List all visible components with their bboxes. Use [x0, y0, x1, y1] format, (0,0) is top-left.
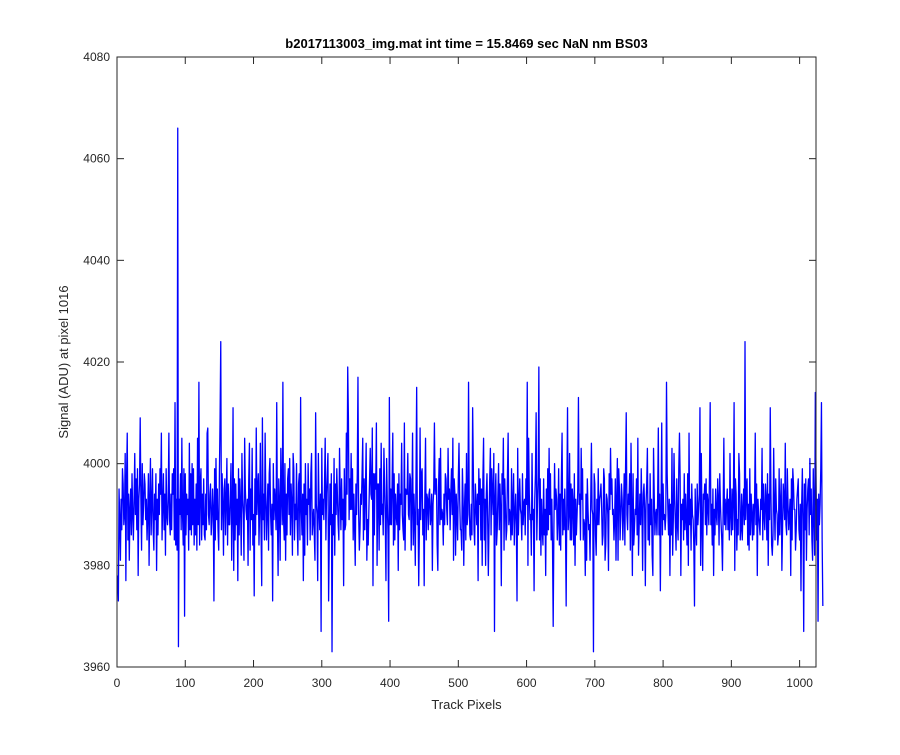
x-tick-label: 300 — [312, 676, 332, 690]
y-tick-label: 4080 — [83, 50, 110, 64]
axes-box — [116, 56, 817, 668]
x-tick-label: 1000 — [786, 676, 813, 690]
x-tick-label: 200 — [244, 676, 264, 690]
x-tick-label: 400 — [380, 676, 400, 690]
x-tick-label: 800 — [653, 676, 673, 690]
y-tick-label: 4040 — [83, 253, 110, 267]
x-tick-label: 700 — [585, 676, 605, 690]
y-tick-label: 4060 — [83, 152, 110, 166]
y-tick-label: 3960 — [83, 660, 110, 674]
plot-area — [117, 57, 816, 667]
x-tick-label: 100 — [175, 676, 195, 690]
x-axis-label: Track Pixels — [431, 697, 502, 712]
x-tick-label: 900 — [721, 676, 741, 690]
signal-series-line — [117, 127, 824, 653]
x-tick-label: 0 — [114, 676, 121, 690]
chart-title: b2017113003_img.mat int time = 15.8469 s… — [285, 36, 647, 51]
y-tick-label: 3980 — [83, 558, 110, 572]
axis-ticks: 0 100 200 300 400 500 600 700 800 900 1000 3960 3980… — [83, 50, 816, 690]
y-tick-label: 4020 — [83, 355, 110, 369]
x-tick-label: 500 — [448, 676, 468, 690]
x-tick-label: 600 — [517, 676, 537, 690]
series-layer — [117, 127, 824, 653]
y-axis-label: Signal (ADU) at pixel 1016 — [56, 285, 71, 438]
y-tick-label: 4000 — [83, 457, 110, 471]
